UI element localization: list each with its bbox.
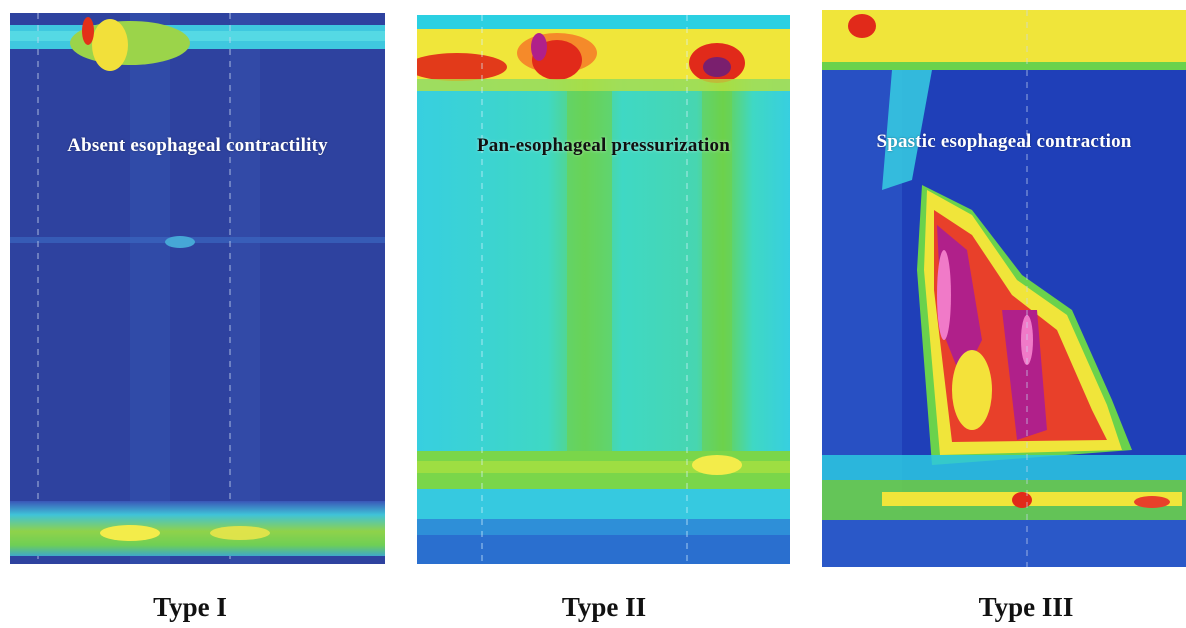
heatmap-type-1 <box>10 13 385 564</box>
manometry-plot-type-1: Absent esophageal contractility <box>10 13 385 564</box>
panel-caption-type-3: Spastic esophageal contraction <box>876 131 1132 152</box>
manometry-plot-type-2: Pan-esophageal pressurization <box>417 15 790 564</box>
type-label-1: Type I <box>153 592 227 622</box>
type-label-2: Type II <box>561 592 647 622</box>
panel-caption-type-2: Pan-esophageal pressurization <box>477 135 730 156</box>
type-label-3: Type III <box>978 592 1074 622</box>
manometry-plot-type-3: Spastic esophageal contraction <box>822 10 1186 567</box>
panel-caption-type-1: Absent esophageal contractility <box>67 135 328 156</box>
heatmap-type-3 <box>822 10 1186 567</box>
heatmap-type-2 <box>417 15 790 564</box>
